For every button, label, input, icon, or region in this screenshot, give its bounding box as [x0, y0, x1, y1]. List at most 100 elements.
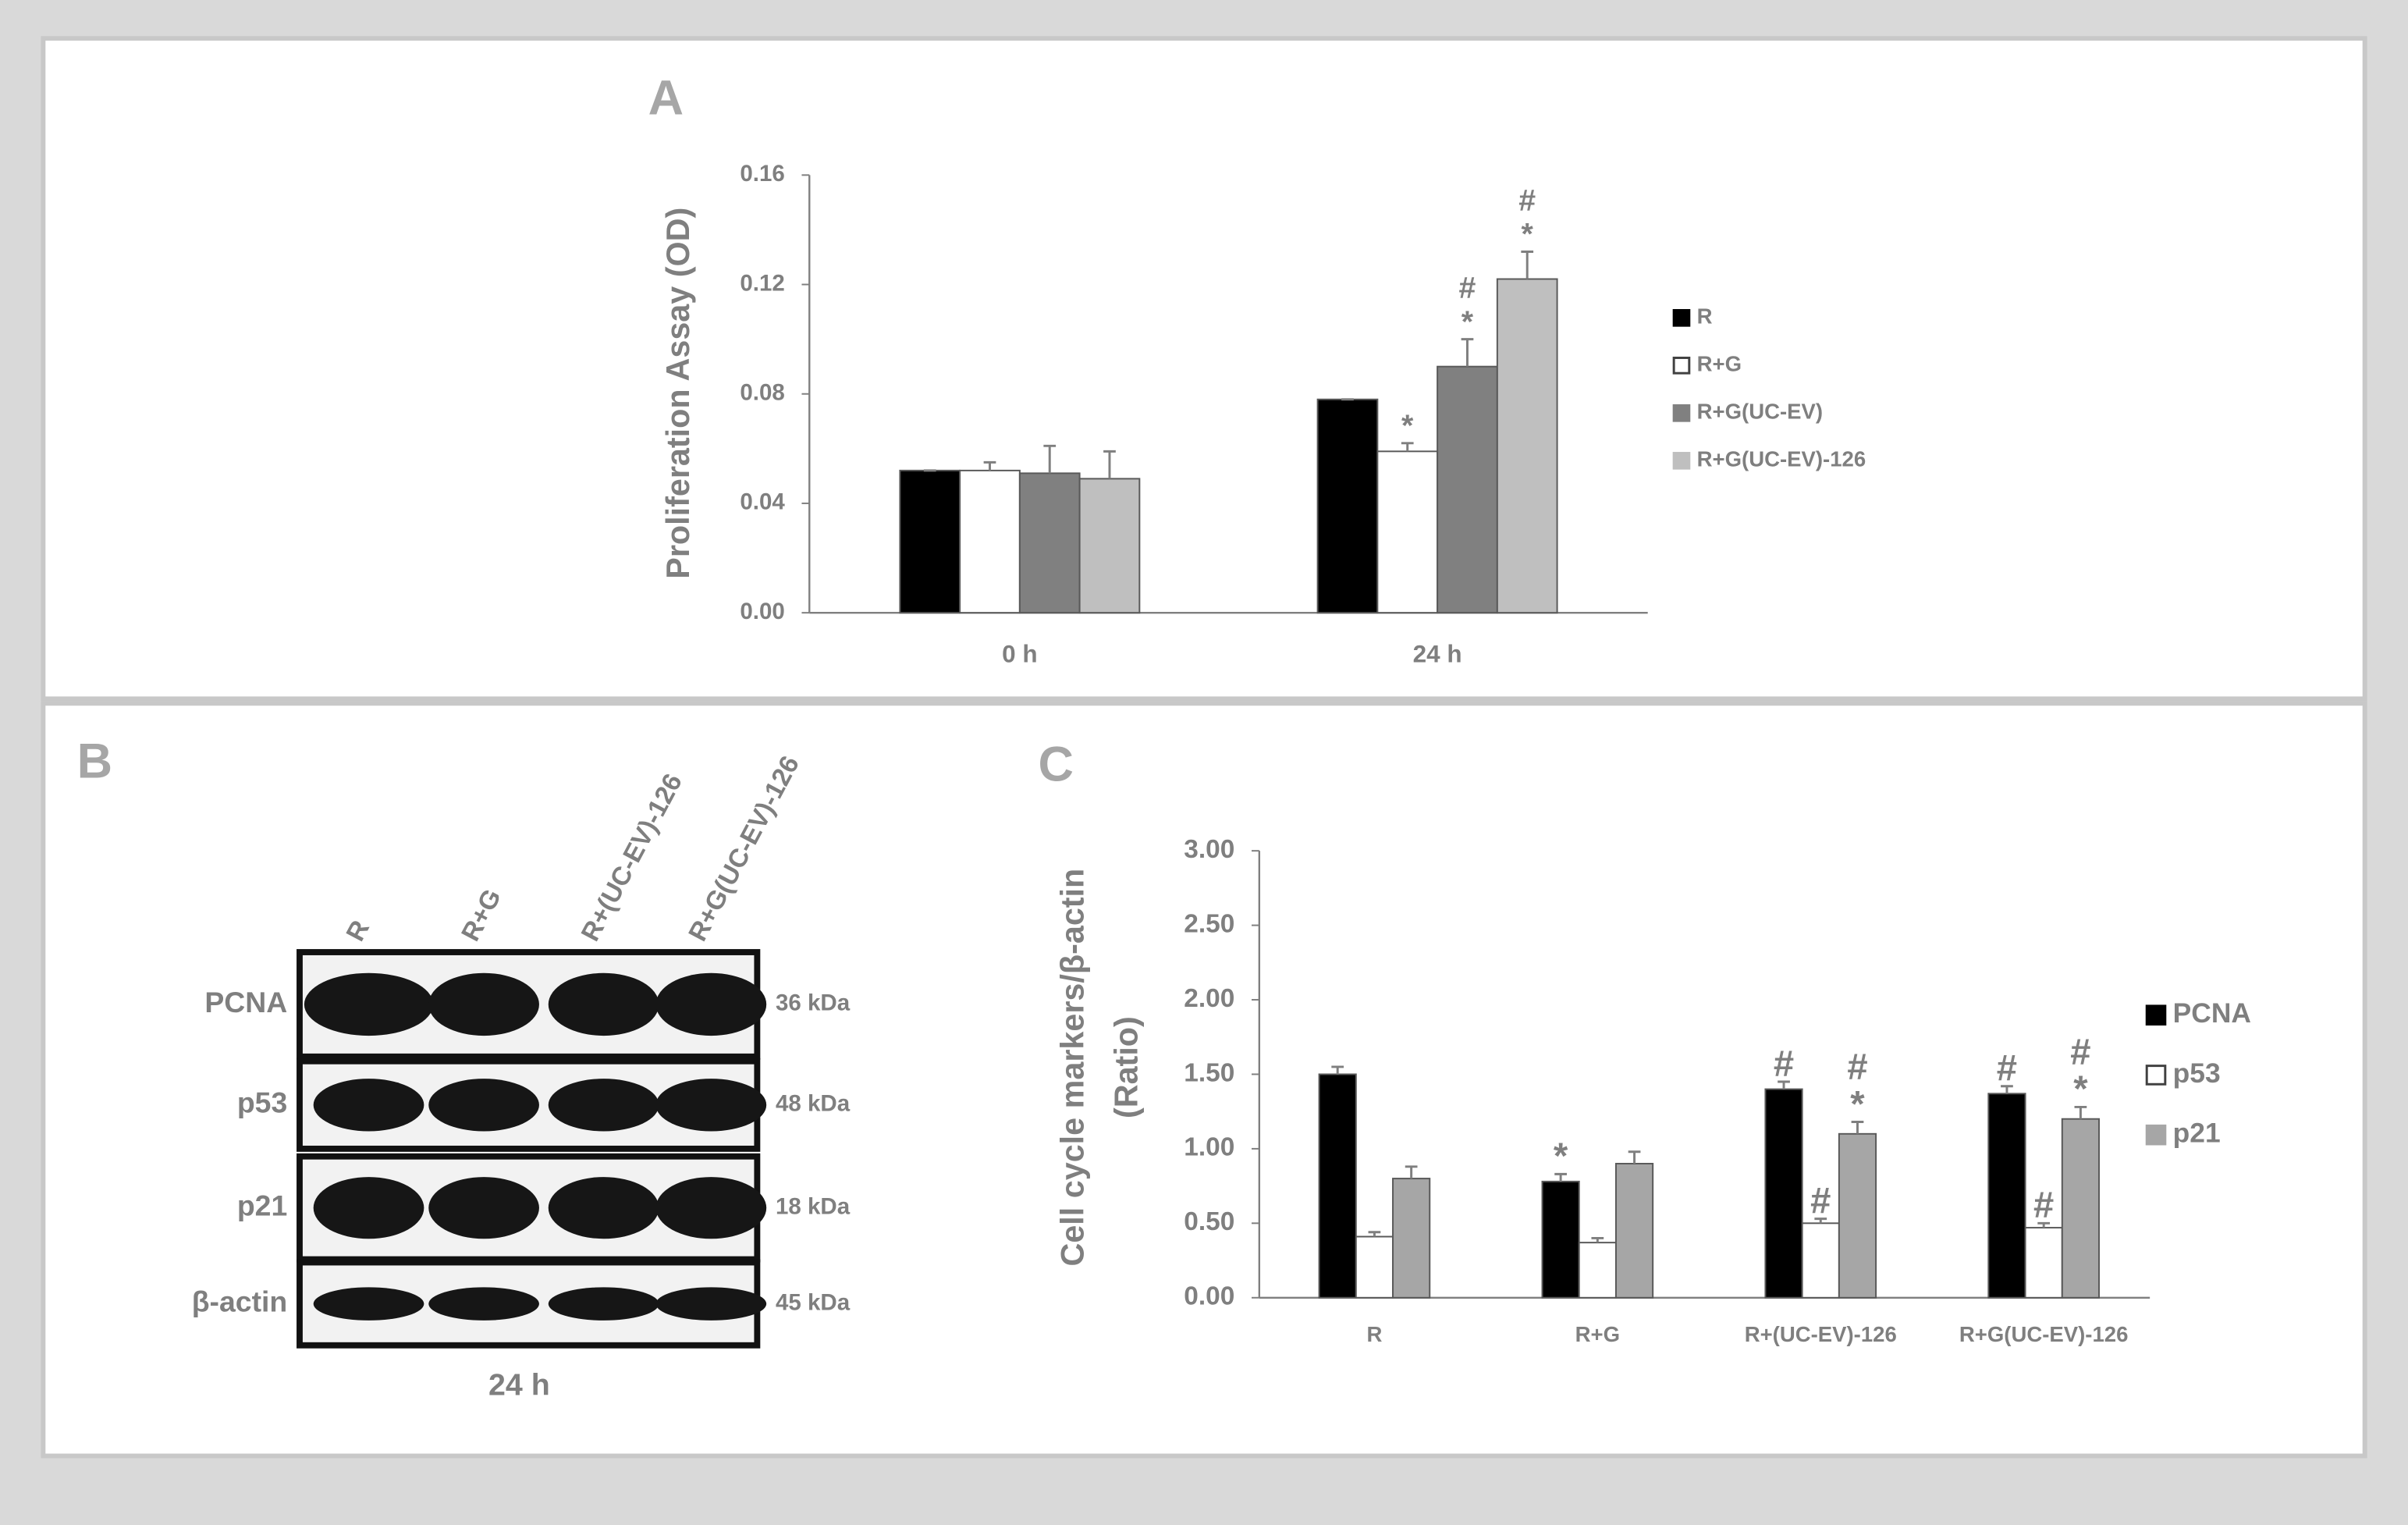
- blot-band: [655, 972, 767, 1036]
- error-bar: [1368, 1231, 1381, 1237]
- blot-band: [313, 1177, 424, 1239]
- error-bar: [1521, 250, 1534, 279]
- bar: [1987, 1093, 2026, 1299]
- blot-band: [313, 1079, 424, 1132]
- row-label: PCNA: [204, 986, 287, 1018]
- legend-label: R+G(UC-EV)-126: [1697, 447, 1866, 471]
- x-tick-label: R+G: [1575, 1322, 1620, 1346]
- legend-label: PCNA: [2173, 997, 2251, 1029]
- blot-band: [655, 1287, 767, 1321]
- error-bar: [1405, 1165, 1418, 1179]
- legend-swatch: [2145, 1065, 2167, 1086]
- y-axis-label: Proliferation Assay (OD): [660, 208, 696, 579]
- blot-band: [655, 1079, 767, 1132]
- bar: [1355, 1235, 1394, 1299]
- bar: [1316, 398, 1379, 614]
- error-bar: [1103, 450, 1116, 479]
- y-tick-label: 3.00: [1184, 835, 1234, 864]
- bar: [1614, 1162, 1654, 1299]
- bar: [1437, 365, 1498, 614]
- significance-mark: *: [1554, 1136, 1568, 1177]
- y-tick-label: 2.50: [1184, 909, 1234, 938]
- bar: [1541, 1180, 1580, 1299]
- x-tick-label: R: [1366, 1322, 1382, 1346]
- y-tick-label: 1.50: [1184, 1058, 1234, 1087]
- significance-mark: *: [2073, 1068, 2088, 1110]
- legend-label: R: [1697, 304, 1713, 329]
- row-label: p53: [237, 1086, 287, 1119]
- blot-band: [548, 1177, 659, 1239]
- bar: [1376, 450, 1439, 614]
- error-bar: [1461, 338, 1474, 367]
- size-label: 36 kDa: [776, 990, 851, 1016]
- blot-band: [428, 1177, 539, 1239]
- bar: [1318, 1073, 1357, 1299]
- y-tick-label: 0.50: [1184, 1207, 1234, 1236]
- size-label: 48 kDa: [776, 1091, 851, 1117]
- bar: [1496, 278, 1558, 614]
- panel-label: A: [648, 70, 684, 125]
- blot-band: [313, 1287, 424, 1321]
- x-tick-label: R+(UC-EV)-126: [1745, 1322, 1897, 1346]
- error-bar: [1331, 1065, 1344, 1075]
- blot-band: [548, 972, 659, 1036]
- bar: [2061, 1118, 2100, 1299]
- y-tick-label: 2.00: [1184, 984, 1234, 1013]
- row-label: p21: [237, 1189, 287, 1222]
- significance-mark: #: [1518, 183, 1536, 218]
- bar: [1018, 472, 1081, 614]
- y-tick-label: 0.08: [740, 380, 784, 406]
- error-bar: [1401, 442, 1414, 452]
- bar: [1764, 1088, 1803, 1299]
- y-tick-label: 1.00: [1184, 1133, 1234, 1162]
- x-tick-label: 24 h: [1413, 641, 1462, 668]
- significance-mark: #: [1997, 1048, 2017, 1090]
- bar: [899, 469, 961, 614]
- error-bar: [1814, 1218, 1827, 1224]
- panel-top: [41, 36, 2367, 702]
- legend-swatch: [1672, 309, 1691, 327]
- significance-mark: #: [1459, 271, 1476, 305]
- blot-band: [428, 972, 539, 1036]
- blot-band: [428, 1287, 539, 1321]
- legend-swatch: [2145, 1004, 2167, 1026]
- y-tick-label: 0.12: [740, 270, 784, 296]
- significance-mark: *: [1522, 217, 1534, 251]
- significance-mark: #: [1774, 1043, 1794, 1085]
- legend-label: R+G(UC-EV): [1697, 400, 1823, 424]
- blot-band: [548, 1287, 659, 1321]
- bar: [959, 469, 1021, 614]
- significance-mark: *: [1401, 409, 1414, 443]
- blot-band: [428, 1079, 539, 1132]
- legend-label: R+G: [1697, 352, 1742, 376]
- error-bar: [2001, 1085, 2013, 1094]
- y-tick-label: 0.00: [740, 599, 784, 624]
- y-tick-label: 0.04: [740, 489, 785, 515]
- bar: [1801, 1222, 1840, 1299]
- x-tick-label: R+G(UC-EV)-126: [1959, 1322, 2128, 1346]
- bar: [1392, 1178, 1431, 1299]
- panel-label: C: [1038, 738, 1073, 792]
- legend-swatch: [1672, 452, 1691, 470]
- significance-mark: *: [1850, 1083, 1865, 1125]
- size-label: 45 kDa: [776, 1289, 851, 1315]
- legend-label: p21: [2173, 1118, 2221, 1149]
- panel-label: B: [77, 734, 112, 789]
- error-bar: [1778, 1080, 1790, 1090]
- y-tick-label: 0.00: [1184, 1282, 1234, 1311]
- y-axis-label: (Ratio): [1109, 1016, 1145, 1118]
- blot-band: [655, 1177, 767, 1239]
- x-tick-label: 0 h: [1002, 641, 1037, 668]
- size-label: 18 kDa: [776, 1193, 851, 1219]
- error-bar: [983, 460, 996, 471]
- error-bar: [1851, 1121, 1864, 1134]
- blot-band: [548, 1079, 659, 1132]
- y-axis-label: Cell cycle markers/β-actin: [1055, 869, 1091, 1267]
- time-label: 24 h: [488, 1367, 550, 1402]
- bar: [1838, 1132, 1877, 1299]
- blot-band: [304, 972, 434, 1036]
- legend-swatch: [2145, 1124, 2167, 1146]
- significance-mark: #: [2033, 1185, 2054, 1226]
- error-bar: [2074, 1105, 2087, 1119]
